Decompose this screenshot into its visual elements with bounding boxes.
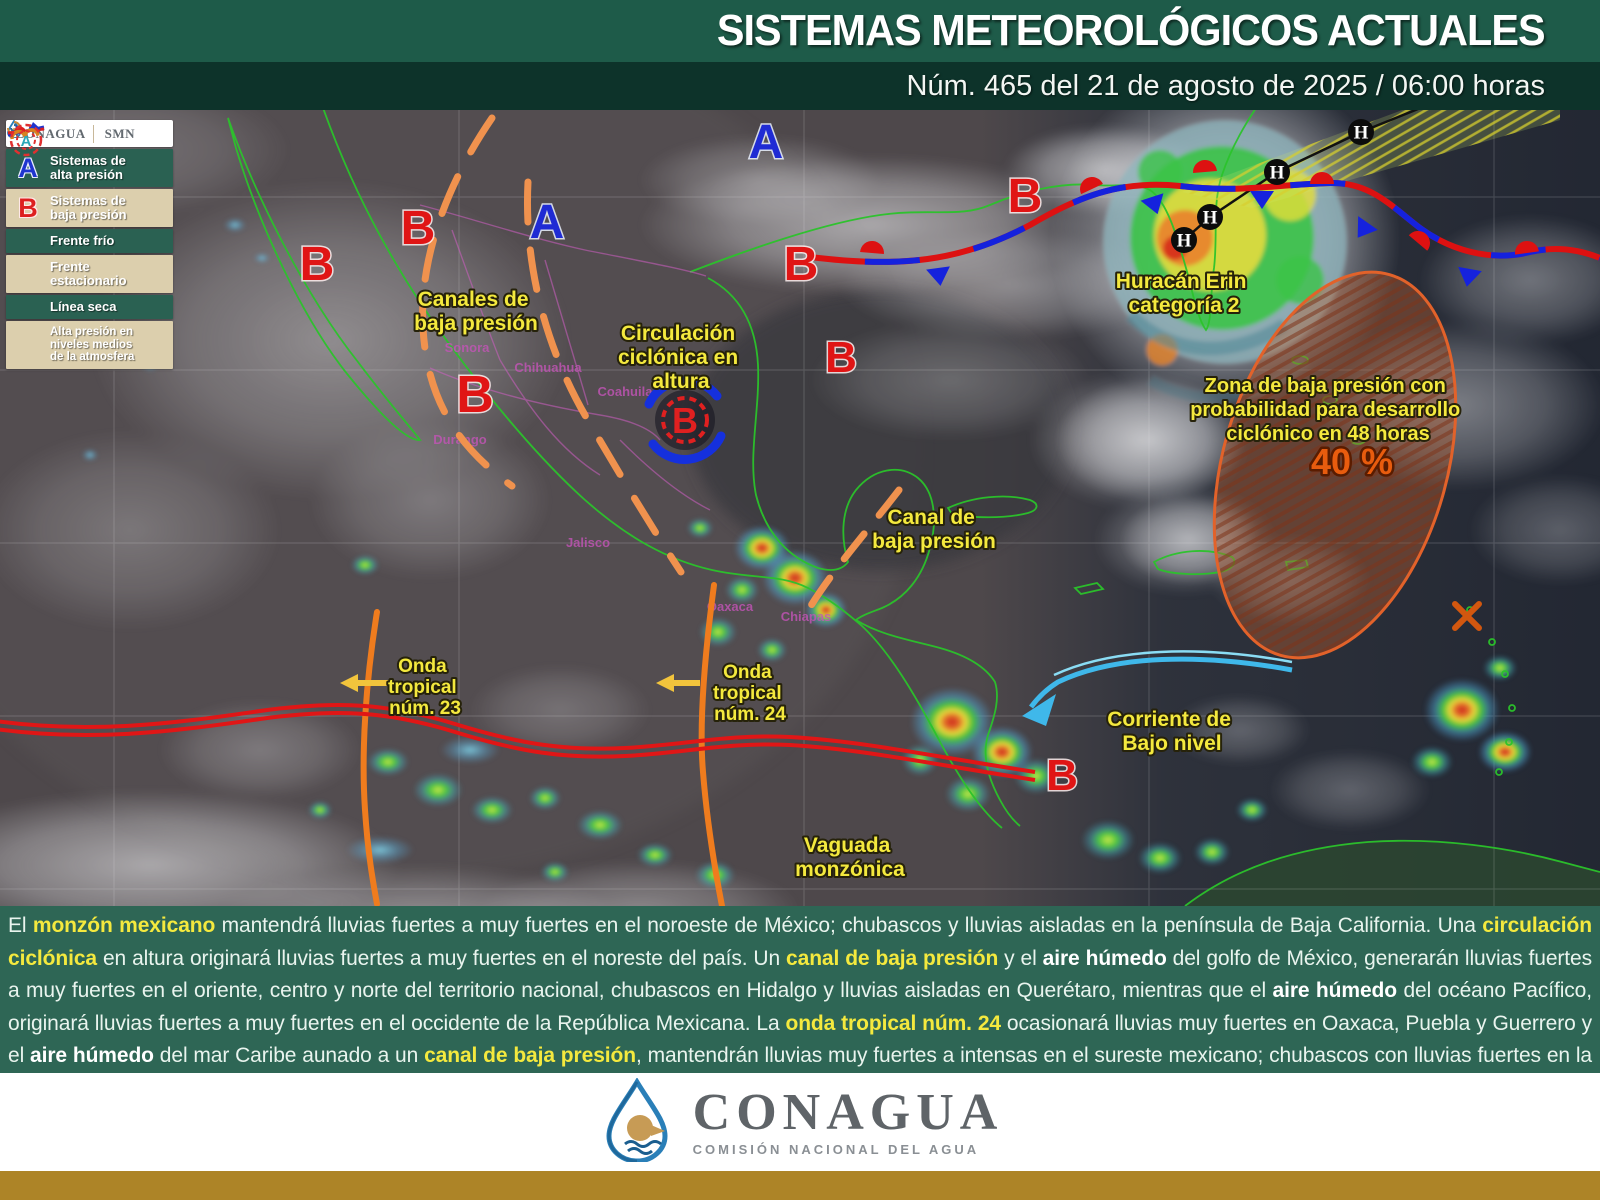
cold-front-triangles bbox=[926, 191, 1482, 287]
storm-marker: H bbox=[1354, 123, 1369, 144]
forecast-summary: El monzón mexicano mantendrá lluvias fue… bbox=[0, 906, 1600, 1073]
hurricane-position-markers: H H H H bbox=[1171, 119, 1374, 253]
state-label: Sonora bbox=[445, 340, 491, 355]
warm-front-bumps bbox=[860, 160, 1539, 255]
legend-item-frente-frio: Frente frío bbox=[6, 124, 173, 253]
high-pressure-icon: A bbox=[18, 152, 38, 183]
label-canales: Canales de baja presión bbox=[414, 288, 538, 335]
low-pressure-letter: B bbox=[401, 202, 436, 255]
satellite-map: Sonora Chihuahua Coahuila Durango Jalisc… bbox=[0, 110, 1600, 906]
map-legend: CONAGUA SMN A Sistemas de alta presión B … bbox=[6, 120, 173, 369]
tropical-wave-24-line bbox=[698, 582, 725, 906]
label-circulacion: Circulación ciclónica en altura bbox=[618, 322, 744, 393]
legend-item-label: Sistemas de baja presión bbox=[50, 193, 127, 222]
legend-item-label: Frente frío bbox=[50, 233, 115, 248]
low-pressure-letter: B bbox=[784, 238, 819, 291]
low-pressure-letter: B bbox=[456, 366, 494, 424]
page-title: SISTEMAS METEOROLÓGICOS ACTUALES bbox=[717, 6, 1546, 55]
legend-item-linea-seca: Línea seca bbox=[6, 128, 173, 319]
low-pressure-icon: B bbox=[18, 192, 38, 223]
bulletin-number: Núm. 465 del 21 de agosto de 2025 / 06:0… bbox=[906, 69, 1545, 102]
state-label: Coahuila bbox=[598, 384, 654, 399]
state-label: Chihuahua bbox=[514, 360, 582, 375]
footer-brand-subtitle: COMISIÓN NACIONAL DEL AGUA bbox=[692, 1142, 980, 1157]
logo-divider bbox=[92, 124, 94, 143]
low-pressure-channels bbox=[419, 114, 903, 629]
state-borders bbox=[419, 204, 711, 511]
state-labels: Sonora Chihuahua Coahuila Durango Jalisc… bbox=[433, 340, 831, 624]
tropical-wave-23-line bbox=[360, 609, 380, 906]
label-huracan: Huracán Erin categoría 2 bbox=[1116, 270, 1253, 317]
legend-item-alta-niveles-medios: A Alta presión en niveles medios de la atm… bbox=[6, 123, 173, 369]
storm-marker: H bbox=[1203, 208, 1218, 229]
legend-item-label: Sistemas de alta presión bbox=[50, 153, 126, 182]
footer-bar: CONAGUA COMISIÓN NACIONAL DEL AGUA bbox=[0, 1073, 1600, 1171]
forecast-paragraph: El monzón mexicano mantendrá lluvias fue… bbox=[8, 914, 1593, 1067]
label-canal: Canal de baja presión bbox=[872, 506, 996, 553]
wave-motion-arrows bbox=[340, 674, 700, 692]
canal-baja-presion-line bbox=[796, 486, 903, 629]
label-vaguada: Vaguada monzónica bbox=[795, 834, 905, 881]
legend-item-frente-estacionario: Frente estacionario bbox=[6, 122, 173, 293]
label-onda-24: Onda tropical núm. 24 bbox=[713, 662, 787, 725]
tropical-wave-lines bbox=[360, 582, 725, 906]
label-corriente: Corriente de Bajo nivel bbox=[1107, 708, 1237, 755]
high-pressure-letter: A bbox=[749, 116, 784, 169]
gold-accent-bar bbox=[0, 1171, 1600, 1200]
coastlines bbox=[227, 110, 1600, 906]
state-label: Chiapas bbox=[781, 609, 832, 624]
low-pressure-letter: B bbox=[1046, 751, 1078, 800]
low-pressure-letter: B bbox=[1008, 170, 1043, 223]
footer-brand-block: CONAGUA COMISIÓN NACIONAL DEL AGUA bbox=[692, 1084, 1004, 1158]
development-probability: 40 % bbox=[1311, 441, 1393, 482]
annotation-labels: Canales de baja presión Circulación cicl… bbox=[386, 268, 1466, 883]
disturbance-x-marker bbox=[1452, 601, 1482, 631]
monsoon-trough-line bbox=[0, 703, 1036, 782]
label-zona-desarrollo: Zona de baja presión con probabilidad pa… bbox=[1190, 375, 1466, 445]
state-label: Oaxaca bbox=[707, 599, 754, 614]
legend-item-label: Frente estacionario bbox=[50, 259, 127, 288]
cyclonic-development-zone bbox=[1212, 270, 1482, 660]
legend-item-label: Alta presión en niveles medios de la atmos… bbox=[50, 326, 135, 363]
low-pressure-letter: B bbox=[825, 333, 857, 382]
header-bar: SISTEMAS METEOROLÓGICOS ACTUALES bbox=[0, 0, 1600, 62]
stationary-front bbox=[809, 160, 1600, 287]
low-symbol: B bbox=[672, 400, 698, 441]
low-pressure-letter: B bbox=[300, 238, 335, 291]
storm-marker: H bbox=[1270, 163, 1285, 184]
legend-item-baja-presion: B Sistemas de baja presión bbox=[6, 189, 173, 227]
svg-text:A: A bbox=[21, 133, 32, 150]
satellite-image: Sonora Chihuahua Coahuila Durango Jalisc… bbox=[0, 110, 1600, 906]
legend-item-label: Línea seca bbox=[50, 299, 117, 314]
conagua-drop-icon bbox=[597, 1076, 677, 1167]
footer-brand: CONAGUA bbox=[692, 1084, 1004, 1141]
pressure-letters: A A B B B B B B B bbox=[298, 115, 1079, 802]
state-label: Jalisco bbox=[566, 535, 610, 550]
label-onda-23: Onda tropical núm. 23 bbox=[388, 656, 462, 719]
storm-marker: H bbox=[1177, 231, 1192, 252]
low-level-jet-arrow bbox=[1022, 650, 1293, 726]
high-pressure-letter: A bbox=[530, 196, 565, 249]
cyclonic-circulation-symbol: B bbox=[644, 376, 726, 464]
subheader-bar: Núm. 465 del 21 de agosto de 2025 / 06:0… bbox=[0, 62, 1600, 110]
legend-item-alta-presion: A Sistemas de alta presión bbox=[6, 149, 173, 187]
smn-logo-text: SMN bbox=[104, 125, 136, 141]
